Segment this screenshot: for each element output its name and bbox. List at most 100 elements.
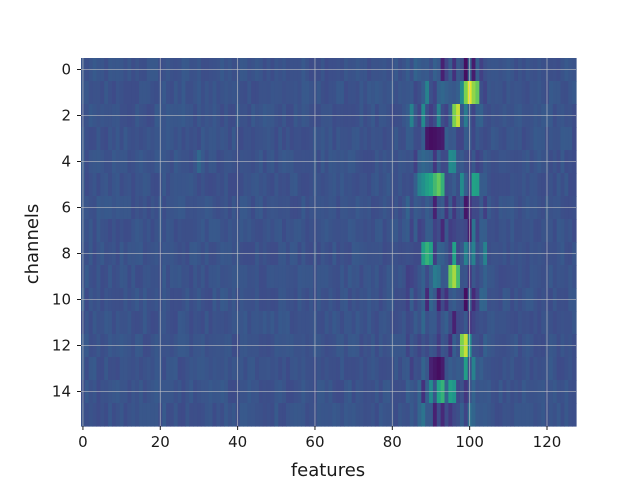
heatmap-cell <box>108 357 113 381</box>
heatmap-cell <box>471 403 477 427</box>
heatmap-cell <box>386 311 391 335</box>
heatmap-cell <box>343 127 349 151</box>
heatmap-cell <box>483 265 488 289</box>
heatmap-cell <box>521 81 527 105</box>
heatmap-cell <box>429 265 434 289</box>
heatmap-cell <box>498 403 504 427</box>
heatmap-cell <box>166 127 171 151</box>
heatmap-cell <box>421 311 426 335</box>
heatmap-cell <box>525 127 531 151</box>
heatmap-cell <box>173 81 179 105</box>
heatmap-cell <box>282 219 287 243</box>
heatmap-cell <box>560 127 565 151</box>
heatmap-cell <box>270 173 275 197</box>
heatmap-cell <box>487 357 492 381</box>
heatmap-cell <box>185 219 190 243</box>
heatmap-cell <box>247 403 252 427</box>
heatmap-cell <box>374 311 380 335</box>
heatmap-cell <box>305 403 310 427</box>
heatmap-cell <box>282 265 287 289</box>
heatmap-cell <box>448 403 453 427</box>
heatmap-cell <box>305 81 310 105</box>
heatmap-cell <box>382 219 388 243</box>
heatmap-cell <box>432 81 438 105</box>
heatmap-cell <box>231 127 237 151</box>
heatmap-cell <box>541 81 546 105</box>
heatmap-cell <box>541 403 546 427</box>
heatmap-cell <box>568 265 573 289</box>
heatmap-cell <box>193 219 198 243</box>
heatmap-cell <box>142 173 148 197</box>
heatmap-cell <box>166 173 171 197</box>
heatmap-cell <box>139 127 144 151</box>
heatmap-cell <box>487 81 492 105</box>
heatmap-cell <box>332 311 337 335</box>
heatmap-cell <box>471 357 477 381</box>
heatmap-cell <box>293 357 299 381</box>
heatmap-cell <box>572 311 577 335</box>
heatmap-cell <box>514 173 519 197</box>
heatmap-cell <box>255 127 260 151</box>
heatmap-cell <box>115 265 121 289</box>
heatmap-cell <box>479 219 484 243</box>
heatmap-cell <box>278 311 283 335</box>
heatmap-cell <box>127 81 132 105</box>
heatmap-cell <box>378 403 384 427</box>
heatmap-cell <box>417 311 422 335</box>
y-tick-label: 4 <box>61 153 71 171</box>
heatmap-cell <box>309 265 314 289</box>
heatmap-cell <box>320 265 326 289</box>
heatmap-cell <box>552 265 558 289</box>
heatmap-cell <box>568 311 573 335</box>
heatmap-cell <box>343 81 349 105</box>
heatmap-cell <box>301 127 306 151</box>
heatmap-cell <box>239 403 245 427</box>
heatmap-cell <box>220 127 225 151</box>
heatmap-cell <box>506 219 511 243</box>
heatmap-cell <box>88 311 94 335</box>
heatmap-cell <box>258 357 264 381</box>
heatmap-cell <box>293 311 299 335</box>
heatmap-cell <box>328 265 333 289</box>
heatmap-cell <box>88 403 94 427</box>
heatmap-cell <box>208 357 214 381</box>
heatmap-cell <box>394 173 399 197</box>
heatmap-cell <box>541 357 546 381</box>
heatmap-cell <box>224 265 229 289</box>
heatmap-cell <box>100 311 105 335</box>
heatmap-cell <box>84 357 90 381</box>
heatmap-cell <box>401 127 407 151</box>
heatmap-cell <box>204 357 210 381</box>
heatmap-cell <box>193 357 198 381</box>
heatmap-cell <box>293 265 299 289</box>
heatmap-cell <box>343 403 349 427</box>
heatmap-cell <box>177 81 183 105</box>
heatmap-cell <box>564 311 569 335</box>
heatmap-cell <box>340 81 345 105</box>
heatmap-cell <box>378 127 384 151</box>
heatmap-cell <box>88 265 94 289</box>
heatmap-cell <box>262 173 268 197</box>
heatmap-cell <box>328 311 333 335</box>
heatmap-cell <box>572 219 577 243</box>
y-axis-ticks: 0 2 4 6 8 10 12 14 <box>52 61 81 401</box>
heatmap-cell <box>517 81 523 105</box>
heatmap-cell <box>266 219 272 243</box>
heatmap-cell <box>448 357 453 381</box>
heatmap-cell <box>479 81 484 105</box>
heatmap-cell <box>529 311 535 335</box>
heatmap-cell <box>266 403 272 427</box>
heatmap-cell <box>401 81 407 105</box>
heatmap-cell <box>169 357 175 381</box>
heatmap-cell <box>189 81 194 105</box>
heatmap-cell <box>440 357 446 381</box>
heatmap-cell <box>305 127 310 151</box>
heatmap-cell <box>320 403 326 427</box>
heatmap-cell <box>506 311 511 335</box>
heatmap-cell <box>96 403 101 427</box>
heatmap-cell <box>514 265 519 289</box>
heatmap-cell <box>135 311 140 335</box>
heatmap-cell <box>88 173 94 197</box>
heatmap-cell <box>231 311 237 335</box>
